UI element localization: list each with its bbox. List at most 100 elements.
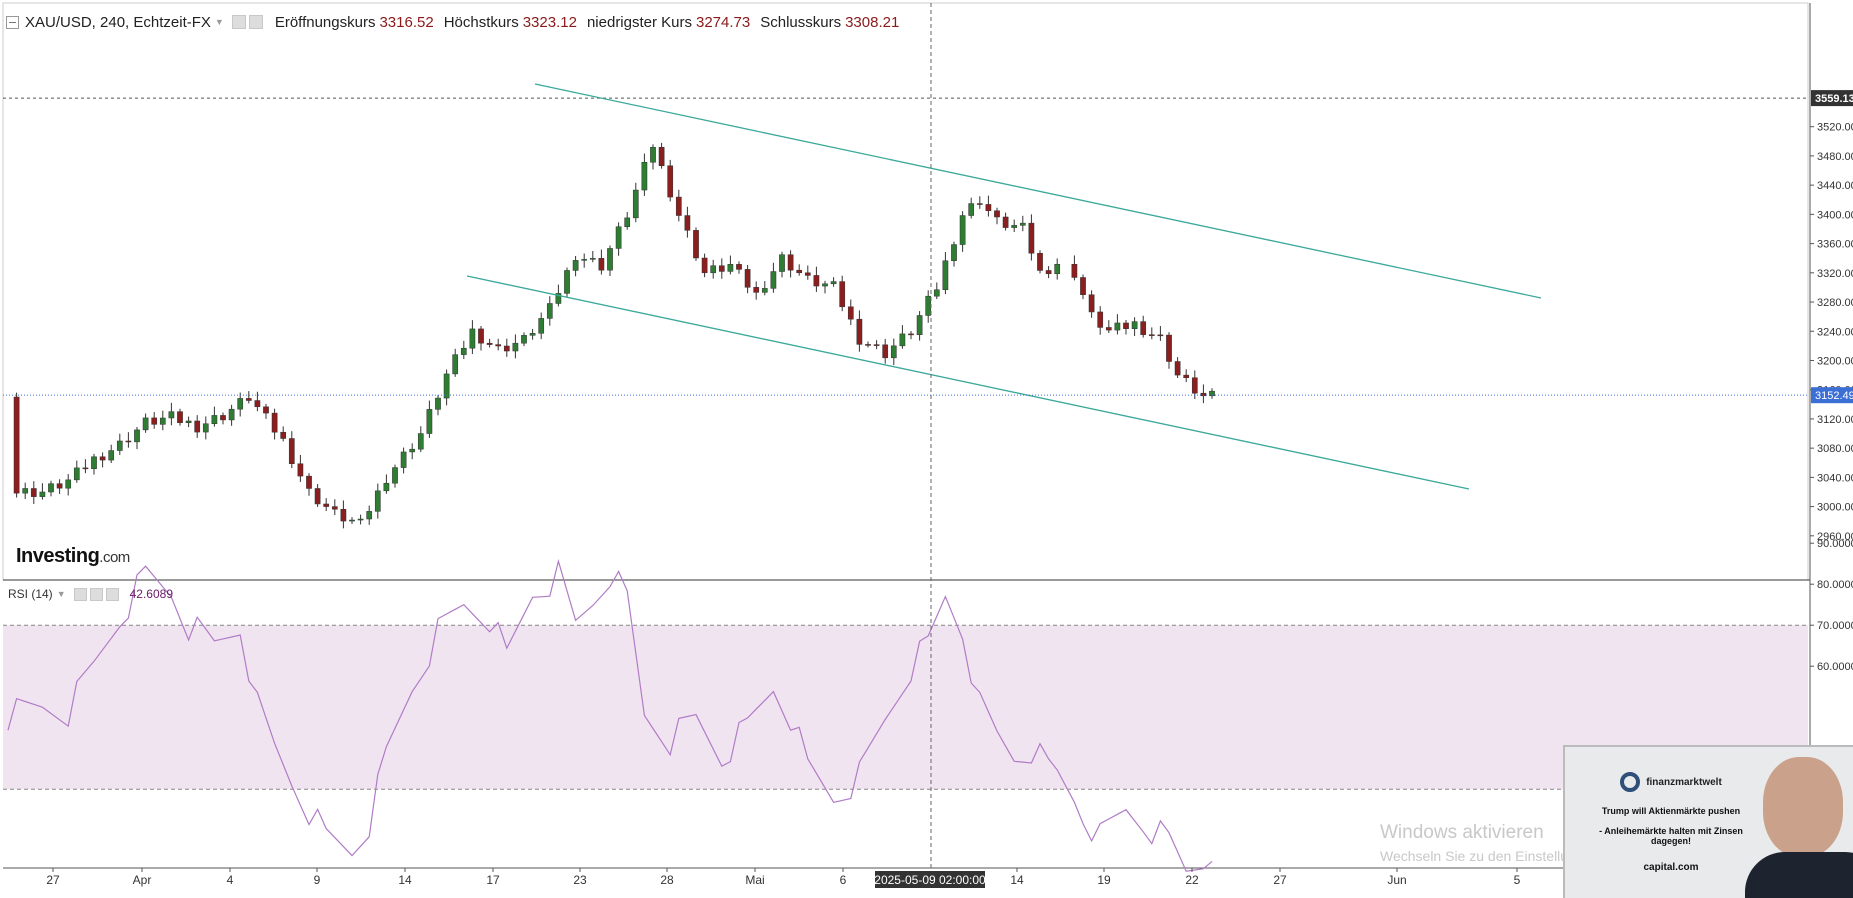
candle [1140, 321, 1147, 335]
candle [374, 490, 381, 512]
price-tick-label: 3280.00 [1817, 297, 1853, 309]
gear-icon[interactable] [89, 587, 103, 601]
candle [478, 328, 484, 344]
candle [693, 230, 699, 259]
candle [572, 260, 579, 271]
candle [56, 483, 63, 489]
candle [306, 475, 312, 489]
price-tick-label: 2960.00 [1817, 531, 1853, 543]
candle [194, 420, 201, 433]
candle [237, 398, 244, 410]
time-tick-label: Apr [133, 873, 152, 887]
rsi-label[interactable]: RSI (14) [8, 587, 53, 601]
candle [22, 488, 29, 494]
price-tick-label: 3000.00 [1817, 502, 1853, 514]
symbol-label[interactable]: XAU/USD, 240, Echtzeit-FX [25, 13, 211, 31]
time-tick-label: 9 [314, 873, 321, 887]
candle [684, 215, 691, 231]
rsi-tick-label: 90.0000 [1817, 538, 1853, 550]
candle [787, 254, 794, 271]
candle [331, 506, 338, 510]
price-tick-label: 3440.00 [1817, 180, 1853, 192]
candle [263, 406, 269, 414]
candle [357, 518, 364, 521]
candle [598, 258, 605, 271]
candle [409, 448, 416, 453]
time-tick-label: 14 [398, 873, 412, 887]
chevron-down-icon[interactable]: ▼ [214, 17, 224, 27]
crosshair-price-text: 3559.13 [1815, 93, 1853, 105]
candle [804, 272, 811, 276]
close-value: 3308.21 [845, 13, 900, 31]
candle [607, 248, 613, 271]
video-overlay: finanzmarktwelt Trump will Aktienmärkte … [1563, 745, 1853, 898]
candle [82, 467, 89, 470]
brand-circle-icon [1620, 772, 1641, 792]
price-tick-label: 3320.00 [1817, 268, 1853, 280]
candle [366, 511, 373, 520]
time-tick-label: 19 [1097, 873, 1111, 887]
time-tick-label: 5 [1514, 873, 1521, 887]
rsi-header: RSI (14) ▼ 42.6089 [8, 587, 173, 601]
candle [1123, 322, 1129, 329]
time-tick-label: 6 [840, 873, 847, 887]
candle [108, 450, 115, 461]
candle [177, 411, 183, 423]
eye-icon[interactable] [73, 587, 87, 601]
candle [959, 215, 966, 245]
candle [822, 283, 828, 287]
candle [736, 264, 742, 270]
low-value: 3274.73 [696, 13, 751, 31]
candle [994, 210, 1000, 218]
candle [99, 456, 106, 461]
candle [340, 508, 347, 522]
chevron-down-icon[interactable]: ▼ [56, 589, 66, 599]
candle [1088, 294, 1095, 313]
close-icon[interactable] [105, 587, 119, 601]
candle [675, 196, 682, 216]
rsi-line [7, 558, 1213, 872]
candle [1200, 392, 1207, 397]
candle [1209, 390, 1215, 397]
candle [1037, 252, 1043, 271]
settings-icon[interactable] [231, 15, 246, 29]
upper-trendline [534, 83, 1542, 299]
candle [1080, 277, 1086, 295]
candle [916, 315, 923, 336]
capital-logo: capital.com [1643, 862, 1699, 873]
candle [641, 161, 648, 191]
candle [39, 491, 46, 497]
candle [211, 415, 218, 424]
candle [1019, 222, 1026, 226]
candle [426, 409, 433, 434]
candle [202, 423, 209, 433]
high-label: Höchstkurs [443, 13, 519, 31]
candle [658, 147, 665, 166]
candle [134, 429, 140, 443]
time-tick-label: 28 [660, 873, 674, 887]
close-label: Schlusskurs [760, 13, 842, 31]
candle [650, 147, 656, 163]
candle [452, 354, 459, 375]
investing-logo: Investing.com [16, 545, 130, 567]
time-tick-label: 27 [1273, 873, 1287, 887]
candle [400, 451, 407, 468]
candle [116, 440, 123, 451]
candle [581, 259, 588, 261]
candle [151, 417, 158, 425]
candle [1002, 216, 1009, 228]
candle [48, 483, 54, 493]
collapse-icon[interactable] [6, 15, 19, 29]
gear-icon[interactable] [248, 15, 263, 29]
time-tick-label: 4 [227, 873, 234, 887]
candle [856, 318, 863, 345]
candle [486, 342, 493, 345]
candle [882, 344, 889, 359]
price-tick-label: 3040.00 [1817, 472, 1853, 484]
open-value: 3316.52 [379, 13, 434, 31]
candle [503, 345, 510, 352]
candle [942, 260, 949, 291]
candle [185, 420, 192, 423]
candle [392, 467, 398, 484]
